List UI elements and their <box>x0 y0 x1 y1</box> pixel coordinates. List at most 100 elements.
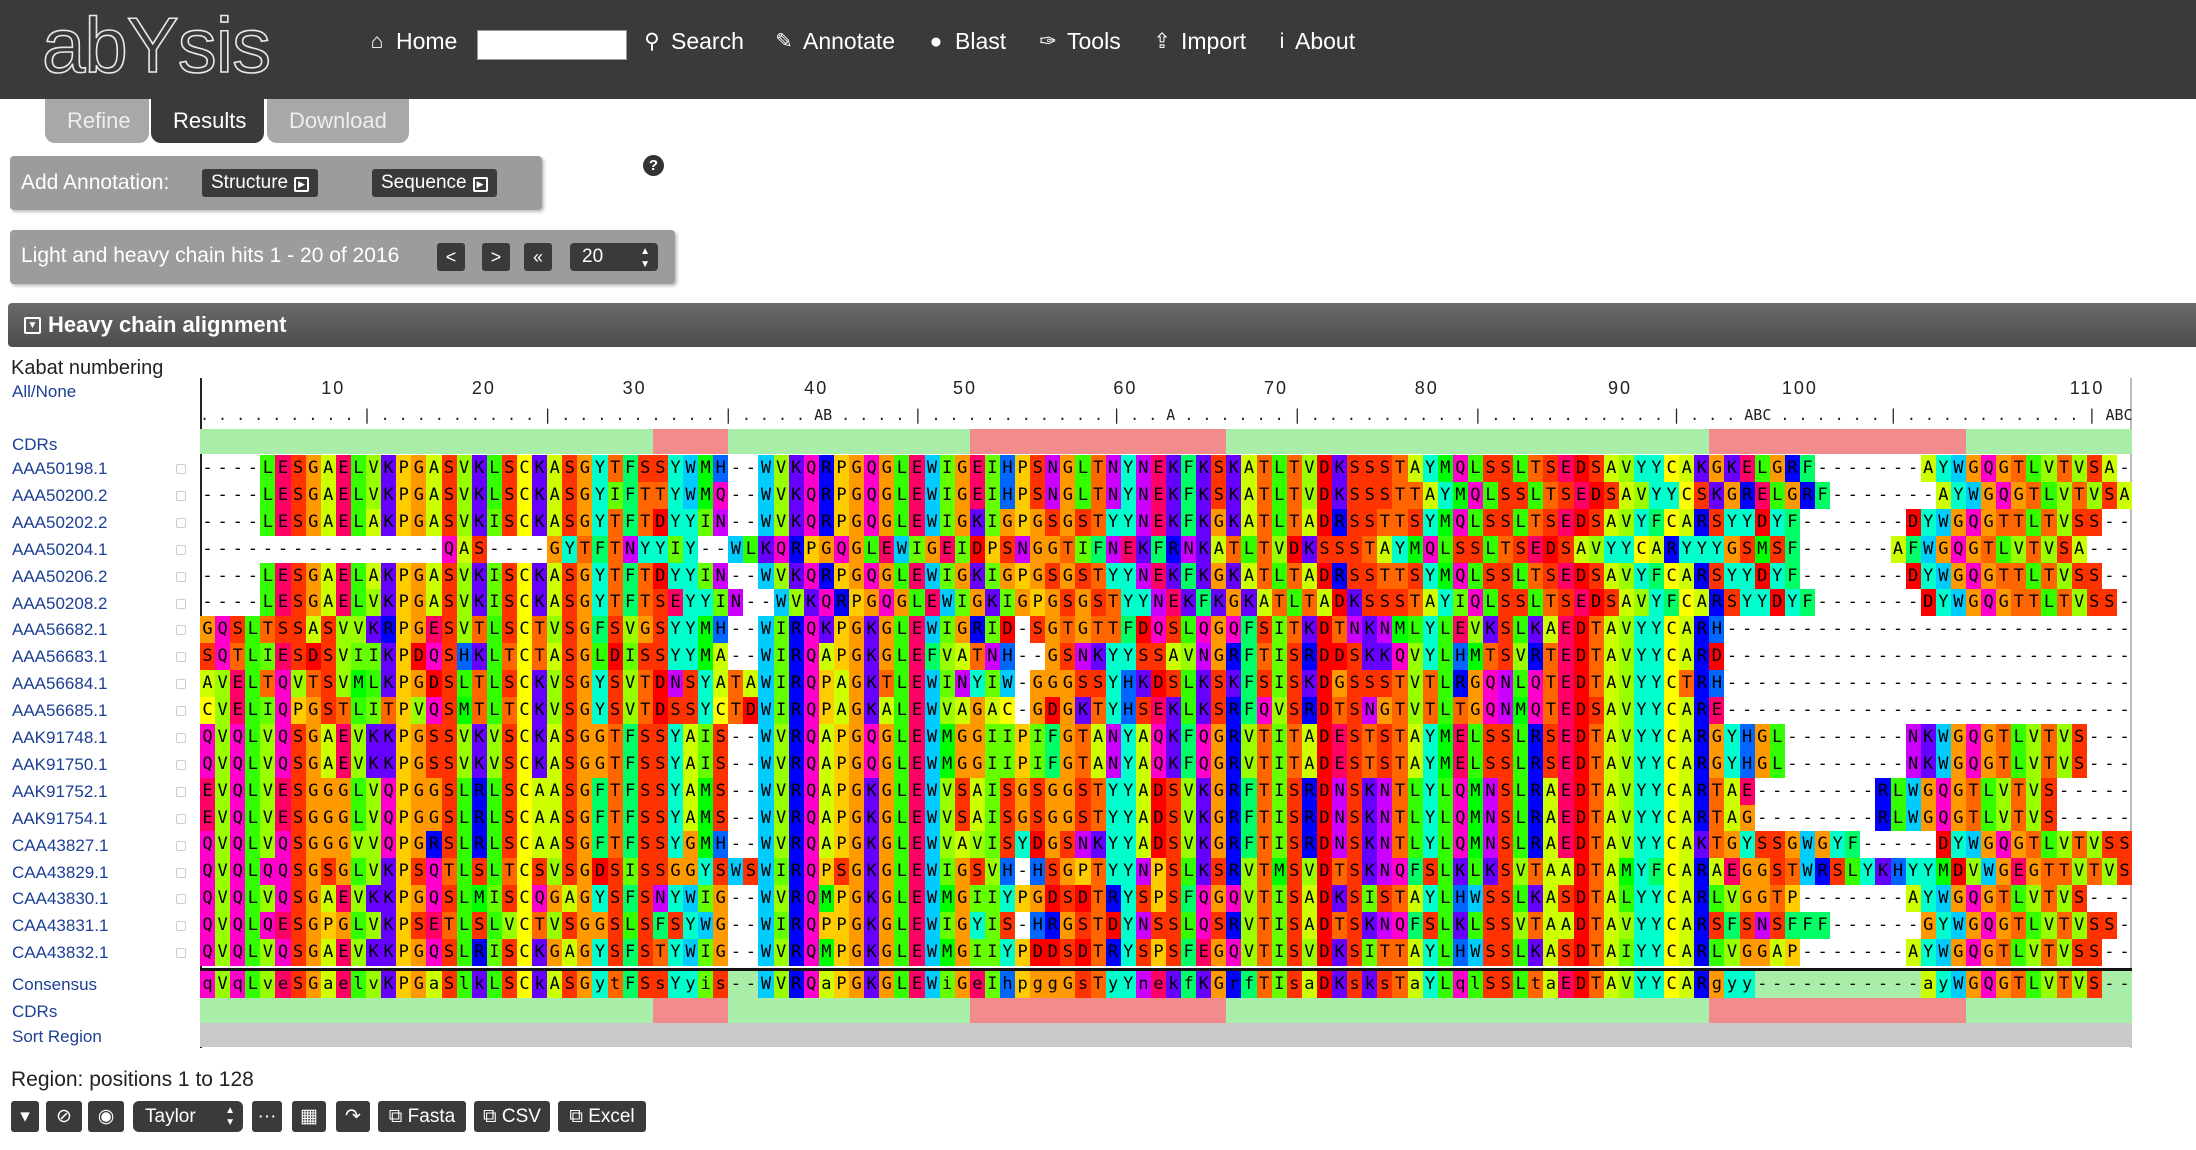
sequence-select-checkbox[interactable] <box>176 706 186 717</box>
sequence-id-link[interactable]: CAA43829.1 <box>12 862 109 882</box>
residue-cell: Y <box>1120 481 1136 509</box>
nav-blast[interactable]: ● Blast <box>925 28 1006 55</box>
sequence-select-checkbox[interactable] <box>176 544 186 555</box>
sequence-select-checkbox[interactable] <box>176 679 186 690</box>
consensus-cell: C <box>1664 971 1680 998</box>
help-icon[interactable]: ? <box>643 155 664 176</box>
nav-home[interactable]: ⌂ Home <box>366 28 458 55</box>
sequence-id-link[interactable]: AAK91750.1 <box>12 754 108 774</box>
sequence-select-checkbox[interactable] <box>176 786 186 797</box>
consensus-cell: a <box>1543 971 1559 998</box>
nav-annotate[interactable]: ✎ Annotate <box>773 28 895 55</box>
tab-refine[interactable]: Refine <box>45 99 149 143</box>
more-icon[interactable]: ··· <box>252 1101 282 1132</box>
sequence-select-checkbox[interactable] <box>176 867 186 878</box>
residue-cell: S <box>501 804 517 832</box>
first-page-button[interactable]: « <box>524 243 552 271</box>
sequence-select-checkbox[interactable] <box>176 625 186 636</box>
residue-cell: G <box>577 643 593 671</box>
sequence-id-link[interactable]: AAK91754.1 <box>12 808 108 828</box>
sequence-select-checkbox[interactable] <box>176 490 186 501</box>
next-page-button[interactable]: > <box>482 243 510 271</box>
sequence-id-link[interactable]: CAA43831.1 <box>12 916 109 936</box>
sequence-select-checkbox[interactable] <box>176 921 186 932</box>
sort-region-bar[interactable] <box>200 1023 2132 1047</box>
share-icon[interactable]: ↷ <box>336 1101 370 1132</box>
residue-cell: L <box>1437 912 1453 940</box>
dropdown-menu-button[interactable]: ▾ <box>11 1101 39 1132</box>
excel-export-button[interactable]: ⧉ Excel <box>558 1101 646 1132</box>
all-none-link[interactable]: All/None <box>12 382 77 401</box>
sequence-select-checkbox[interactable] <box>176 733 186 743</box>
sequence-id-link[interactable]: AAA50208.2 <box>12 593 108 613</box>
sequence-id-link[interactable]: AAA50206.2 <box>12 566 108 586</box>
sequence-id-link[interactable]: AAA50200.2 <box>12 485 108 505</box>
sequence-select-checkbox[interactable] <box>176 517 186 528</box>
abysis-logo[interactable]: abYsis <box>41 0 272 90</box>
residue-cell: - <box>2119 511 2130 532</box>
sequence-select-checkbox[interactable] <box>176 840 186 851</box>
residue-cell: - <box>2089 700 2100 721</box>
nav-import[interactable]: ⇪ Import <box>1151 28 1246 55</box>
sequence-id-link[interactable]: CAA43830.1 <box>12 889 109 909</box>
residue-cell: S <box>562 481 578 509</box>
residue-cell: - <box>2089 888 2100 909</box>
heavy-chain-section-header[interactable]: ▼ Heavy chain alignment <box>8 303 2196 347</box>
residue-cell: V <box>366 455 382 482</box>
sequence-id-link[interactable]: AAA50198.1 <box>12 459 108 478</box>
sequence-id-link[interactable]: AAA50202.2 <box>12 512 108 532</box>
residue-cell: S <box>1724 589 1740 617</box>
sequence-id-link[interactable]: AAA56683.1 <box>12 647 108 667</box>
cdr-cell <box>969 429 985 454</box>
residue-cell: Y <box>1105 831 1121 859</box>
sequence-select-checkbox[interactable] <box>176 759 186 770</box>
csv-export-button[interactable]: ⧉ CSV <box>474 1101 550 1132</box>
hide-icon[interactable]: ⊘ <box>46 1101 82 1132</box>
sequence-id-link[interactable]: AAA56685.1 <box>12 701 108 721</box>
page-size-select[interactable]: 20 ▲ ▼ <box>570 243 658 271</box>
residue-cell: I <box>1271 912 1287 940</box>
residue-cell: T <box>1090 912 1106 940</box>
nav-search[interactable]: ⚲ Search <box>641 28 744 55</box>
sequence-select-checkbox[interactable] <box>176 464 186 474</box>
sequence-select-checkbox[interactable] <box>176 652 186 663</box>
residue-cell: F <box>592 777 608 805</box>
sequence-select-checkbox[interactable] <box>176 813 186 824</box>
residue-cell: - <box>1847 807 1858 828</box>
sequence-select-checkbox[interactable] <box>176 948 186 959</box>
residue-cell: V <box>2056 508 2072 536</box>
residue-cell: V <box>366 804 382 832</box>
fasta-export-button[interactable]: ⧉ Fasta <box>378 1101 466 1132</box>
eye-icon[interactable]: ◉ <box>88 1101 124 1132</box>
tab-download[interactable]: Download <box>267 99 409 143</box>
sequence-id-link[interactable]: CAA43827.1 <box>12 835 109 855</box>
search-input[interactable] <box>477 30 627 60</box>
nav-about[interactable]: i About <box>1277 28 1355 55</box>
sequence-select-checkbox[interactable] <box>176 598 186 609</box>
residue-cell: G <box>1060 804 1076 832</box>
residue-cell: R <box>1226 643 1242 671</box>
structure-button[interactable]: Structure ▶ <box>202 169 319 197</box>
sequence-button[interactable]: Sequence ▶ <box>372 169 497 197</box>
residue-cell: T <box>1588 670 1604 698</box>
sequence-id-link[interactable]: AAK91752.1 <box>12 781 108 801</box>
sequence-select-checkbox[interactable] <box>176 894 186 905</box>
tab-results[interactable]: Results <box>151 99 264 143</box>
color-scheme-select[interactable]: Taylor ▲ ▼ <box>133 1101 243 1132</box>
residue-cell: N <box>667 670 683 698</box>
prev-page-button[interactable]: < <box>437 243 465 271</box>
sequence-id-link[interactable]: CAA43832.1 <box>12 943 109 963</box>
nav-tools[interactable]: ✑ Tools <box>1037 28 1121 55</box>
residue-cell: E <box>939 535 955 563</box>
residue-cell: V <box>1407 697 1423 724</box>
sequence-id-link[interactable]: AAA56682.1 <box>12 620 108 640</box>
sequence-id-link[interactable]: AAK91748.1 <box>12 728 108 747</box>
cdr-cell <box>1347 998 1363 1023</box>
sequence-select-checkbox[interactable] <box>176 571 186 582</box>
grid-icon[interactable]: ▦ <box>292 1101 326 1132</box>
sequence-id-link[interactable]: AAA50204.1 <box>12 539 108 559</box>
sequence-id-link[interactable]: AAA56684.1 <box>12 674 108 694</box>
consensus-cell: P <box>396 971 412 998</box>
residue-cell: L <box>1181 670 1197 698</box>
